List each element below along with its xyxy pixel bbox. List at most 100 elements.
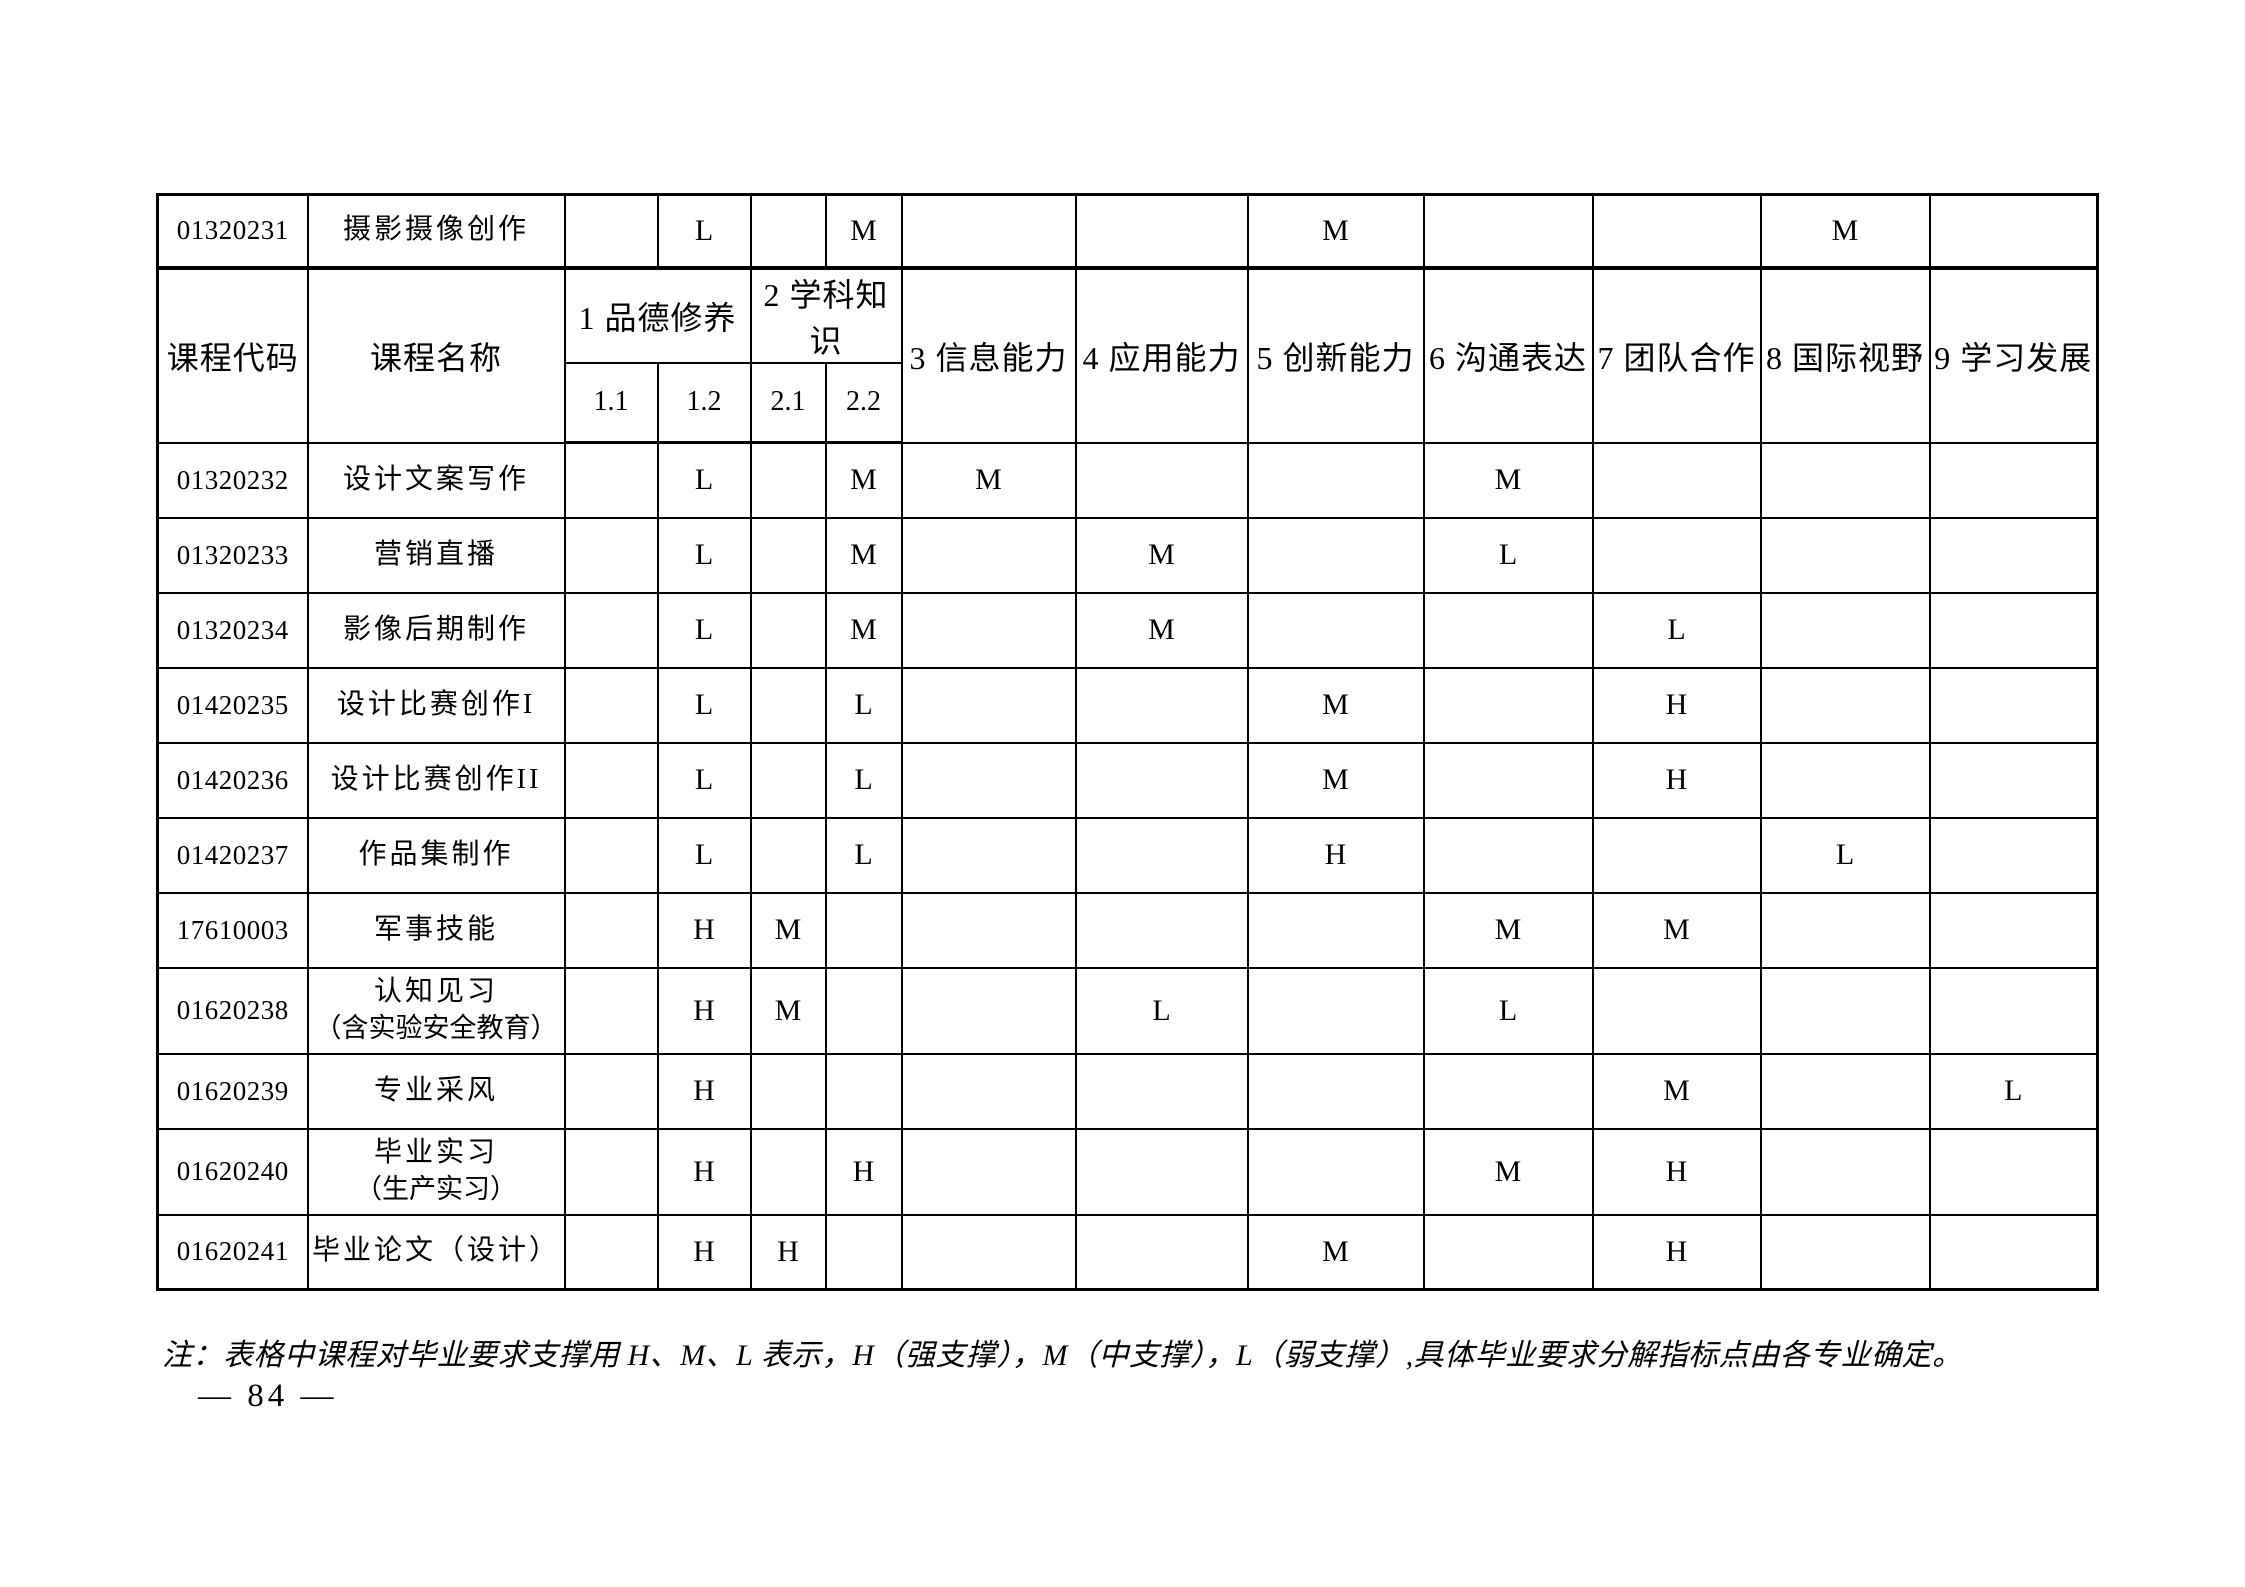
support-level-cell xyxy=(1246,441,1425,519)
course-name-cell: 影像后期制作 xyxy=(306,591,566,669)
header-col-application: 4 应用能力 xyxy=(1074,266,1249,444)
support-level-cell xyxy=(749,1052,827,1130)
support-level-cell: L xyxy=(1422,966,1594,1055)
course-name-cell: 设计比赛创作II xyxy=(306,741,566,819)
page-number: — 84 — xyxy=(198,1378,338,1414)
support-level-cell xyxy=(1246,1052,1425,1130)
course-name-cell: 作品集制作 xyxy=(306,816,566,894)
support-level-cell xyxy=(1759,516,1931,594)
support-level-cell: M xyxy=(1246,666,1425,744)
support-level-cell xyxy=(1759,1052,1931,1130)
support-level-cell: H xyxy=(656,1052,752,1130)
course-code-cell: 01620239 xyxy=(156,1052,309,1130)
support-level-cell xyxy=(563,193,659,270)
support-level-cell: H xyxy=(656,1213,752,1291)
support-level-cell xyxy=(1928,966,2099,1055)
support-level-cell: M xyxy=(749,891,827,969)
table-row: 01620239 专业采风 H M L xyxy=(156,1052,2099,1130)
support-level-cell xyxy=(1591,816,1762,894)
support-level-cell xyxy=(1928,591,2099,669)
support-level-cell: L xyxy=(656,441,752,519)
support-level-cell xyxy=(1759,591,1931,669)
course-code-cell: 01620240 xyxy=(156,1127,309,1216)
support-level-cell xyxy=(900,1052,1077,1130)
course-code-cell: 01320233 xyxy=(156,516,309,594)
support-level-cell xyxy=(1074,441,1249,519)
support-level-cell xyxy=(1422,591,1594,669)
support-level-cell xyxy=(563,816,659,894)
support-level-cell xyxy=(1246,966,1425,1055)
support-level-cell: M xyxy=(1422,891,1594,969)
support-level-cell xyxy=(1928,891,2099,969)
support-level-cell xyxy=(1928,516,2099,594)
support-level-cell: L xyxy=(656,193,752,270)
support-level-cell: L xyxy=(824,666,903,744)
support-level-cell xyxy=(563,1052,659,1130)
support-level-cell: L xyxy=(1928,1052,2099,1130)
header-course-name: 课程名称 xyxy=(306,266,566,444)
support-level-cell xyxy=(900,591,1077,669)
support-level-cell xyxy=(1422,193,1594,270)
support-level-cell xyxy=(1928,1213,2099,1291)
table-row: 01320231 摄影摄像创作 L M M M xyxy=(156,193,2099,270)
table-subheader-row: 1.1 1.2 2.1 2.2 xyxy=(158,361,2098,444)
course-name-cell: 设计文案写作 xyxy=(306,441,566,519)
course-support-matrix: 01320231 摄影摄像创作 L M M M 课程代码 课程名称 1 品德修养 2 学科… xyxy=(156,193,2099,1291)
support-level-cell xyxy=(1074,1127,1249,1216)
support-level-cell xyxy=(563,966,659,1055)
support-level-cell xyxy=(900,966,1077,1055)
support-level-cell xyxy=(1422,816,1594,894)
course-name-cell: 专业采风 xyxy=(306,1052,566,1130)
support-level-cell xyxy=(749,816,827,894)
support-level-cell: M xyxy=(824,441,903,519)
support-level-cell: L xyxy=(1759,816,1931,894)
support-level-cell xyxy=(1074,891,1249,969)
support-level-cell: H xyxy=(1246,816,1425,894)
support-level-cell: L xyxy=(1074,966,1249,1055)
support-level-cell xyxy=(1246,591,1425,669)
support-level-cell xyxy=(1591,966,1762,1055)
support-level-cell xyxy=(1759,891,1931,969)
table-row: 17610003 军事技能 H M M M xyxy=(156,891,2099,969)
course-name-cell: 设计比赛创作I xyxy=(306,666,566,744)
course-name-cell: 摄影摄像创作 xyxy=(306,193,566,270)
header-col-learning: 9 学习发展 xyxy=(1928,266,2099,444)
header-course-code: 课程代码 xyxy=(156,266,309,444)
support-level-cell xyxy=(1928,816,2099,894)
table-row: 01420235 设计比赛创作I L L M H xyxy=(156,666,2099,744)
support-level-cell: L xyxy=(656,816,752,894)
header-group-moral: 1 品德修养 xyxy=(563,266,752,364)
header-sub-1-2: 1.2 xyxy=(656,361,752,444)
support-level-cell: M xyxy=(1074,516,1249,594)
support-level-cell: H xyxy=(749,1213,827,1291)
support-level-cell: H xyxy=(656,891,752,969)
course-code-cell: 01420237 xyxy=(156,816,309,894)
support-level-cell xyxy=(1759,741,1931,819)
support-level-cell xyxy=(1074,741,1249,819)
support-level-cell: M xyxy=(749,966,827,1055)
support-level-cell: L xyxy=(656,741,752,819)
support-level-cell xyxy=(563,1127,659,1216)
support-level-cell: L xyxy=(656,591,752,669)
header-sub-2-2: 2.2 xyxy=(824,361,903,444)
table-row: 01420236 设计比赛创作II L L M H xyxy=(156,741,2099,819)
header-sub-1-1: 1.1 xyxy=(563,361,659,444)
course-name-cell: 毕业论文（设计） xyxy=(306,1213,566,1291)
support-level-cell: M xyxy=(900,441,1077,519)
support-level-cell: H xyxy=(656,966,752,1055)
support-level-cell xyxy=(1928,1127,2099,1216)
support-level-cell xyxy=(1074,1052,1249,1130)
support-level-cell xyxy=(1422,741,1594,819)
support-level-cell xyxy=(1591,516,1762,594)
support-level-cell xyxy=(824,1052,903,1130)
support-level-cell xyxy=(900,816,1077,894)
support-level-cell xyxy=(1928,441,2099,519)
support-level-cell xyxy=(1928,666,2099,744)
support-level-cell xyxy=(749,741,827,819)
support-level-cell: M xyxy=(1591,891,1762,969)
support-level-cell xyxy=(749,591,827,669)
course-code-cell: 01420236 xyxy=(156,741,309,819)
support-level-cell xyxy=(749,516,827,594)
support-level-cell xyxy=(1591,193,1762,270)
